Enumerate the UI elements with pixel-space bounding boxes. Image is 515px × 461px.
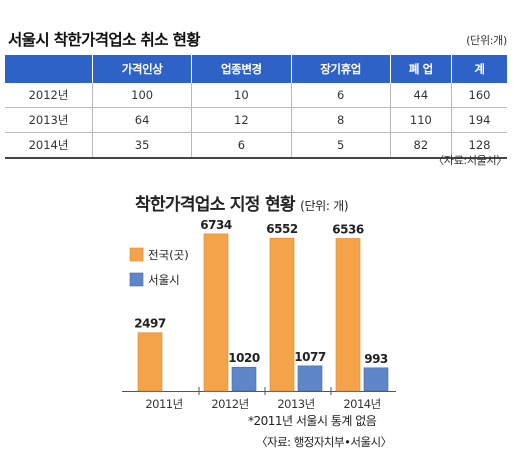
cell-value: 10 [191,83,291,108]
chart-title: 착한가격업소 지정 현황 (단위: 개) [135,190,349,215]
tick-label: 2011년 [145,397,182,411]
cell-total: 160 [450,83,507,108]
cell-value: 44 [389,83,452,108]
bar-national [203,233,229,392]
header-cell-closed: 폐 업 [389,55,452,83]
row-year: 2013년 [5,107,93,133]
tick-label: 2012년 [211,397,248,411]
row-year: 2014년 [5,132,93,159]
table-row: 2013년 64 12 8 110 194 [5,107,507,133]
header-cell-business-change: 업종변경 [191,55,291,83]
cell-value: 35 [91,132,192,159]
value-label: 1020 [228,351,260,365]
cell-value: 110 [389,107,452,133]
cell-value: 100 [91,83,192,108]
legend-swatch [129,272,144,287]
value-label: 2497 [134,317,166,331]
cell-value: 8 [290,107,391,133]
header-cell-year [5,55,93,83]
chart-source: 〈자료: 행정자치부•서울시〉 [256,435,392,449]
value-label: 6734 [200,218,232,232]
cell-value: 6 [191,132,291,159]
header-cell-total: 계 [450,55,507,83]
cell-value: 64 [91,107,192,133]
table-header-row: 가격인상 업종변경 장기휴업 폐 업 계 [5,55,507,83]
cancellation-table: 가격인상 업종변경 장기휴업 폐 업 계 2012년 100 10 6 44 1… [5,55,507,159]
row-year: 2012년 [5,83,93,108]
cell-value: 82 [389,132,452,159]
chart-title-text: 착한가격업소 지정 현황 [135,195,296,215]
table-source: 〈자료:서울시〉 [433,154,507,167]
bar-national [137,332,163,392]
chart-note: *2011년 서울시 통계 없음 [248,414,377,428]
legend-swatch [129,247,144,262]
bar-national [269,237,295,392]
table-title: 서울시 착한가격업소 취소 현황 [8,31,201,49]
header-cell-price-increase: 가격인상 [91,55,192,83]
cell-value: 12 [191,107,291,133]
legend-label: 전국(곳) [148,248,189,262]
value-label: 1077 [294,350,326,364]
legend-label: 서울시 [148,273,180,287]
value-label: 993 [364,352,388,366]
bar-seoul [231,366,257,392]
bar-national [335,238,361,392]
cell-value: 5 [290,132,391,159]
tick-label: 2013년 [277,397,314,411]
table-unit: (단위:개) [466,34,507,47]
cell-value: 6 [290,83,391,108]
bar-seoul [363,367,389,392]
table-row: 2014년 35 6 5 82 128 [5,132,507,159]
value-label: 6536 [332,222,364,236]
value-label: 6552 [266,222,298,236]
cell-total: 128 [450,132,507,159]
tick-label: 2014년 [343,397,380,411]
table-row: 2012년 100 10 6 44 160 [5,83,507,108]
header-cell-long-closure: 장기휴업 [290,55,391,83]
cell-total: 194 [450,107,507,133]
chart-unit: (단위: 개) [300,199,349,213]
bar-seoul [297,365,323,392]
